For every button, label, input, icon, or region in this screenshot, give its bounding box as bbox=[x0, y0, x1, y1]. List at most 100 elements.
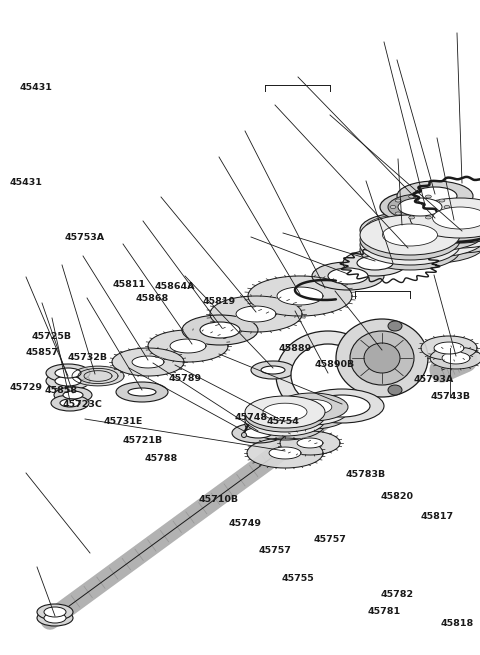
Ellipse shape bbox=[410, 203, 480, 243]
Ellipse shape bbox=[328, 268, 368, 284]
Ellipse shape bbox=[407, 219, 464, 242]
Ellipse shape bbox=[360, 225, 460, 265]
Ellipse shape bbox=[395, 212, 401, 215]
Text: 45817: 45817 bbox=[420, 512, 454, 521]
Ellipse shape bbox=[388, 385, 402, 395]
Ellipse shape bbox=[232, 423, 284, 443]
Ellipse shape bbox=[276, 397, 348, 425]
Text: 45749: 45749 bbox=[228, 519, 261, 529]
Polygon shape bbox=[248, 276, 352, 316]
Polygon shape bbox=[170, 339, 206, 353]
Ellipse shape bbox=[380, 191, 460, 223]
Polygon shape bbox=[132, 356, 164, 368]
Ellipse shape bbox=[200, 322, 240, 338]
Ellipse shape bbox=[300, 389, 384, 423]
Ellipse shape bbox=[251, 361, 295, 379]
Ellipse shape bbox=[312, 262, 384, 290]
Polygon shape bbox=[277, 287, 323, 305]
Text: 45788: 45788 bbox=[144, 454, 178, 463]
Polygon shape bbox=[247, 438, 323, 468]
Ellipse shape bbox=[263, 407, 307, 425]
Ellipse shape bbox=[276, 331, 380, 419]
Ellipse shape bbox=[360, 213, 444, 247]
Text: 45431: 45431 bbox=[10, 178, 42, 187]
Ellipse shape bbox=[439, 199, 445, 202]
Text: 45757: 45757 bbox=[258, 546, 291, 555]
Text: 45820: 45820 bbox=[381, 492, 414, 501]
Ellipse shape bbox=[44, 613, 66, 623]
Text: 45729: 45729 bbox=[10, 383, 43, 392]
Ellipse shape bbox=[425, 216, 432, 219]
Ellipse shape bbox=[46, 364, 90, 382]
Ellipse shape bbox=[263, 415, 307, 433]
Ellipse shape bbox=[357, 256, 393, 270]
Text: 45857: 45857 bbox=[26, 348, 59, 357]
Ellipse shape bbox=[263, 411, 307, 429]
Ellipse shape bbox=[128, 388, 156, 396]
Ellipse shape bbox=[383, 215, 480, 257]
Text: 45889: 45889 bbox=[278, 344, 312, 353]
Ellipse shape bbox=[244, 428, 272, 438]
Ellipse shape bbox=[55, 376, 81, 386]
Ellipse shape bbox=[54, 387, 92, 403]
Ellipse shape bbox=[383, 229, 437, 251]
Text: 45783B: 45783B bbox=[346, 470, 386, 479]
Text: 45890B: 45890B bbox=[315, 360, 355, 369]
Ellipse shape bbox=[388, 194, 452, 220]
Ellipse shape bbox=[46, 372, 90, 390]
Text: 45753A: 45753A bbox=[64, 233, 105, 242]
Ellipse shape bbox=[383, 224, 437, 246]
Ellipse shape bbox=[292, 403, 332, 419]
Ellipse shape bbox=[360, 220, 460, 260]
Polygon shape bbox=[269, 447, 301, 459]
Ellipse shape bbox=[276, 401, 348, 429]
Ellipse shape bbox=[360, 215, 460, 255]
Ellipse shape bbox=[408, 216, 415, 219]
Ellipse shape bbox=[410, 198, 480, 238]
Polygon shape bbox=[280, 431, 340, 455]
Text: 45754: 45754 bbox=[267, 417, 300, 426]
Ellipse shape bbox=[408, 195, 415, 198]
Ellipse shape bbox=[44, 607, 66, 617]
Ellipse shape bbox=[63, 391, 83, 399]
Ellipse shape bbox=[383, 209, 480, 251]
Text: 45725B: 45725B bbox=[32, 332, 72, 341]
Polygon shape bbox=[148, 330, 228, 362]
Polygon shape bbox=[421, 336, 477, 360]
Ellipse shape bbox=[343, 250, 407, 276]
Ellipse shape bbox=[410, 208, 480, 248]
Ellipse shape bbox=[383, 239, 437, 261]
Ellipse shape bbox=[276, 393, 348, 421]
Ellipse shape bbox=[397, 181, 473, 211]
Ellipse shape bbox=[413, 187, 457, 205]
Polygon shape bbox=[72, 366, 124, 386]
Ellipse shape bbox=[425, 195, 432, 198]
Ellipse shape bbox=[292, 407, 332, 422]
Ellipse shape bbox=[439, 212, 445, 215]
Ellipse shape bbox=[398, 198, 442, 216]
Ellipse shape bbox=[314, 395, 370, 417]
Text: 45868: 45868 bbox=[136, 293, 169, 303]
Ellipse shape bbox=[390, 206, 396, 208]
Text: 45789: 45789 bbox=[168, 374, 202, 383]
Ellipse shape bbox=[380, 221, 424, 239]
Text: 45819: 45819 bbox=[202, 297, 236, 306]
Ellipse shape bbox=[291, 344, 365, 406]
Ellipse shape bbox=[245, 408, 325, 440]
Text: 45793A: 45793A bbox=[414, 375, 454, 384]
Ellipse shape bbox=[261, 366, 285, 374]
Ellipse shape bbox=[60, 399, 80, 407]
Text: 45858: 45858 bbox=[45, 386, 78, 395]
Polygon shape bbox=[430, 347, 480, 369]
Ellipse shape bbox=[116, 382, 168, 402]
Text: 45721B: 45721B bbox=[123, 436, 163, 445]
Text: 45864A: 45864A bbox=[155, 282, 195, 291]
Ellipse shape bbox=[383, 234, 437, 256]
Ellipse shape bbox=[37, 604, 73, 620]
Text: 45818: 45818 bbox=[440, 619, 474, 628]
Text: 45748: 45748 bbox=[235, 413, 268, 422]
Ellipse shape bbox=[407, 231, 464, 253]
Ellipse shape bbox=[245, 404, 325, 436]
Ellipse shape bbox=[410, 213, 480, 253]
Text: 45755: 45755 bbox=[281, 574, 314, 583]
